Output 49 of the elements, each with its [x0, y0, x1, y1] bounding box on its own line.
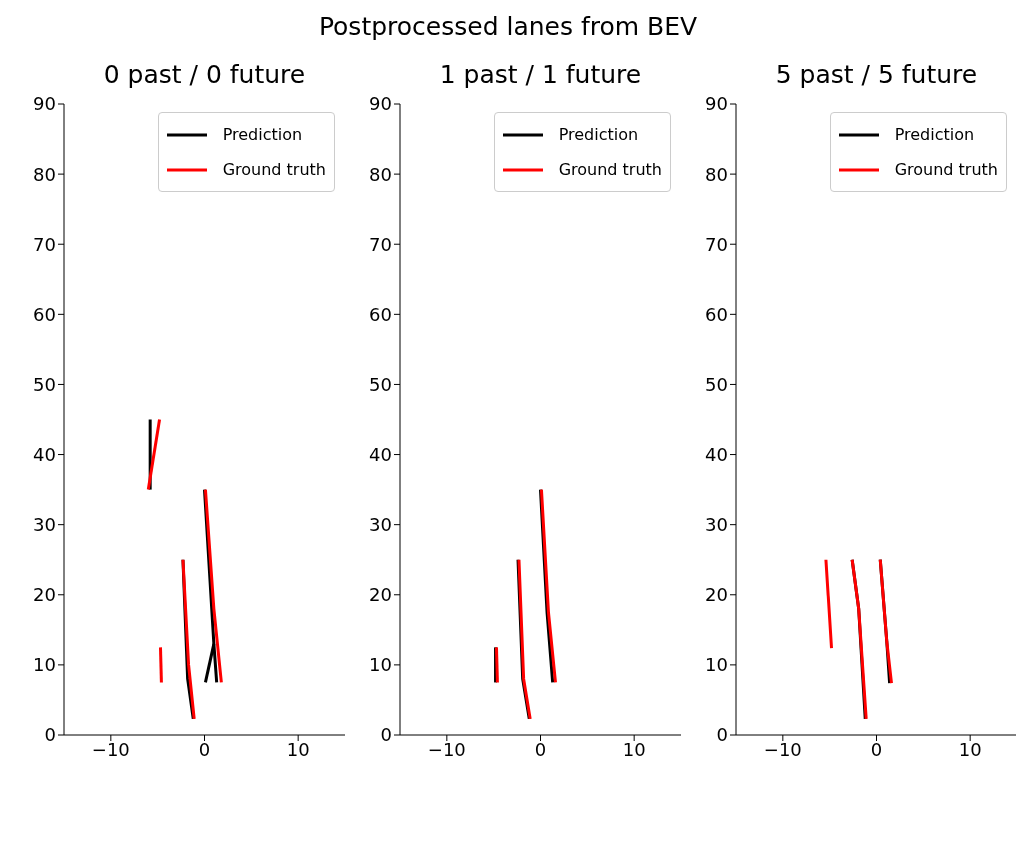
y-tick-label: 50 [369, 373, 392, 395]
chart-title: 0 past / 0 future [102, 60, 307, 89]
x-tick-label: 10 [286, 738, 310, 760]
x-tick-label: −10 [763, 738, 802, 760]
y-tick-label: 30 [369, 514, 392, 536]
y-tick-label: 20 [705, 584, 728, 606]
y-tick-label: 80 [705, 163, 728, 185]
y-tick-label: 50 [33, 373, 56, 395]
legend-label: Ground truth [558, 160, 662, 179]
y-tick-label: 70 [369, 233, 392, 255]
y-tick-label: 70 [705, 233, 728, 255]
y-tick-label: 10 [369, 654, 392, 676]
y-tick-label: 90 [369, 93, 392, 115]
y-tick-label: 60 [369, 303, 392, 325]
y-tick-label: 60 [705, 303, 728, 325]
y-tick-label: 10 [705, 654, 728, 676]
y-tick-label: 50 [705, 373, 728, 395]
x-tick-label: −10 [91, 738, 130, 760]
legend-label: Prediction [558, 125, 639, 144]
y-tick-label: 0 [44, 724, 56, 746]
y-tick-label: 90 [705, 93, 728, 115]
x-tick-label: 10 [958, 738, 982, 760]
y-tick-label: 40 [33, 443, 56, 465]
legend-label: Ground truth [894, 160, 998, 179]
y-tick-label: 40 [369, 443, 392, 465]
legend-label: Prediction [894, 125, 975, 144]
x-tick-label: 0 [198, 738, 211, 760]
chart-title: 5 past / 5 future [774, 60, 979, 89]
y-tick-label: 20 [369, 584, 392, 606]
x-tick-label: 10 [622, 738, 646, 760]
y-tick-label: 10 [33, 654, 56, 676]
y-tick-label: 60 [33, 303, 56, 325]
y-tick-label: 30 [705, 514, 728, 536]
chart-title: 1 past / 1 future [438, 60, 643, 89]
x-tick-label: 0 [870, 738, 883, 760]
y-tick-label: 40 [705, 443, 728, 465]
x-tick-label: −10 [427, 738, 466, 760]
text: Postprocessed lanes from BEV [317, 12, 699, 41]
y-tick-label: 0 [380, 724, 392, 746]
x-tick-label: 0 [534, 738, 547, 760]
legend-label: Ground truth [222, 160, 326, 179]
y-tick-label: 0 [716, 724, 728, 746]
y-tick-label: 90 [33, 93, 56, 115]
y-tick-label: 80 [33, 163, 56, 185]
legend-label: Prediction [222, 125, 303, 144]
y-tick-label: 20 [33, 584, 56, 606]
y-tick-label: 80 [369, 163, 392, 185]
y-tick-label: 70 [33, 233, 56, 255]
y-tick-label: 30 [33, 514, 56, 536]
